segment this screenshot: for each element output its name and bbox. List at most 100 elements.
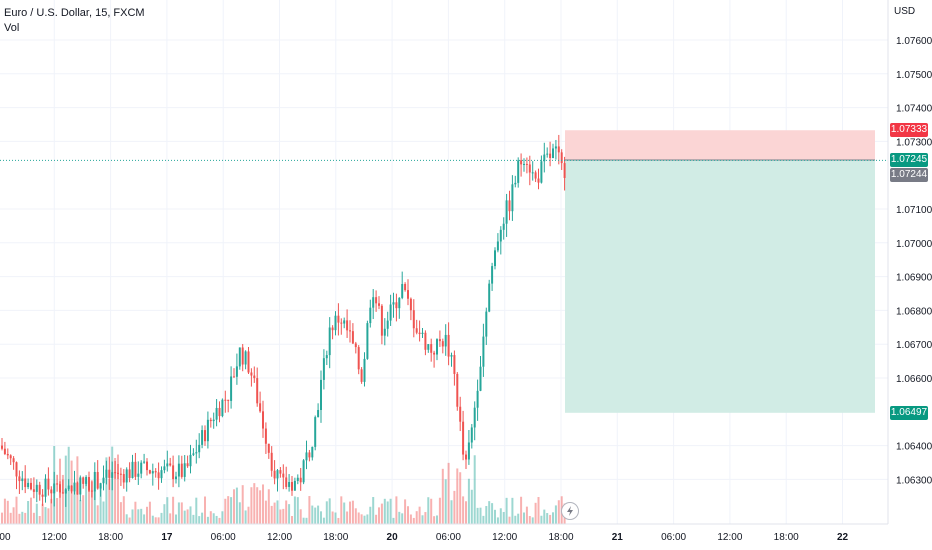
- candle-body: [151, 471, 154, 474]
- volume-bar: [523, 512, 525, 524]
- candle-body: [90, 490, 93, 492]
- time-tick-label: 06:00: [436, 532, 461, 543]
- candle-body: [415, 328, 418, 333]
- volume-bar: [250, 487, 253, 524]
- volume-bar: [456, 468, 459, 524]
- candle-body: [195, 452, 198, 454]
- volume-bar: [465, 501, 467, 524]
- volume-bar: [273, 502, 276, 524]
- candle-body: [436, 339, 438, 355]
- candle-body: [183, 463, 186, 477]
- candle-body: [389, 304, 392, 321]
- candle-body: [285, 477, 288, 487]
- price-tick-label: 1.06300: [896, 475, 932, 486]
- volume-bar: [157, 517, 160, 524]
- volume-bar: [212, 513, 215, 524]
- candle-body: [125, 469, 128, 483]
- volume-bar: [537, 497, 540, 524]
- candle-body: [143, 461, 146, 463]
- price-tick-label: 1.06600: [896, 374, 932, 385]
- candle-body: [427, 344, 430, 350]
- volume-bar: [233, 489, 235, 524]
- volume-bar: [346, 511, 349, 524]
- candle-body: [473, 407, 476, 428]
- volume-bar: [61, 474, 64, 524]
- candle-body: [282, 473, 285, 478]
- symbol-title[interactable]: Euro / U.S. Dollar, 15, FXCM: [4, 7, 145, 19]
- candle-body: [206, 419, 209, 442]
- volume-bar: [30, 497, 32, 524]
- volume-bar: [56, 498, 59, 524]
- candle-body: [438, 339, 441, 342]
- volume-bar: [291, 516, 293, 524]
- candle-body: [505, 200, 508, 224]
- volume-bar: [473, 455, 476, 524]
- volume-bar: [9, 512, 12, 524]
- volume-bar: [24, 512, 27, 524]
- candle-body: [554, 146, 557, 149]
- volume-bar: [137, 509, 140, 524]
- candle-body: [122, 474, 125, 483]
- volume-bar: [3, 498, 6, 524]
- candle-body: [76, 482, 79, 495]
- chart-legend: Euro / U.S. Dollar, 15, FXCM Vol: [4, 6, 145, 36]
- candle-body: [235, 366, 238, 377]
- volume-bar: [201, 512, 204, 524]
- volume-bar: [206, 516, 209, 524]
- volume-bar: [244, 510, 247, 524]
- volume-bar: [502, 511, 505, 524]
- time-tick-label: 12:00: [42, 532, 67, 543]
- volume-bar: [146, 506, 148, 524]
- volume-bar: [148, 501, 151, 524]
- volume-indicator-label[interactable]: Vol: [4, 22, 20, 34]
- candle-body: [465, 454, 467, 460]
- candle-body: [15, 462, 18, 477]
- candle-body: [169, 463, 172, 466]
- candle-body: [325, 355, 328, 359]
- candle-body: [485, 311, 488, 337]
- stop-loss-price-badge: 1.07333: [890, 123, 928, 138]
- volume-bar: [192, 514, 195, 524]
- candles: [1, 134, 566, 507]
- volume-bar: [108, 478, 111, 524]
- volume-bar: [418, 506, 421, 524]
- volume-bar: [386, 501, 389, 524]
- volume-bar: [491, 503, 494, 524]
- candle-body: [395, 302, 398, 309]
- volume-bar: [195, 497, 198, 524]
- candle-body: [531, 172, 534, 174]
- candle-body: [517, 160, 520, 183]
- lightning-icon[interactable]: [561, 502, 579, 520]
- candle-body: [494, 250, 496, 267]
- candle-body: [441, 341, 444, 347]
- candle-body: [41, 494, 44, 497]
- volume-bar: [12, 507, 15, 524]
- candle-body: [50, 489, 53, 494]
- price-tick-label: 1.07100: [896, 205, 932, 216]
- candle-body: [357, 347, 360, 370]
- candle-body: [180, 463, 183, 477]
- volume-bar: [546, 513, 549, 524]
- volume-bar: [35, 503, 38, 524]
- candle-body: [105, 469, 108, 478]
- candle-body: [79, 477, 82, 495]
- candle-body: [302, 460, 305, 483]
- volume-bar: [154, 517, 157, 524]
- volume-bar: [441, 468, 444, 524]
- volume-bar: [415, 511, 418, 524]
- volume-bar: [459, 472, 462, 524]
- candle-body: [453, 355, 456, 374]
- candle-body: [560, 152, 563, 164]
- candle-body: [343, 320, 346, 324]
- candle-body: [204, 430, 206, 442]
- candle-body: [363, 358, 366, 382]
- volume-bar: [412, 517, 415, 524]
- candle-body: [73, 482, 76, 492]
- volume-bar: [343, 502, 346, 524]
- candle-body: [189, 454, 192, 467]
- volume-bar: [320, 511, 322, 524]
- volume-bar: [366, 514, 369, 524]
- volume-bar: [282, 508, 285, 524]
